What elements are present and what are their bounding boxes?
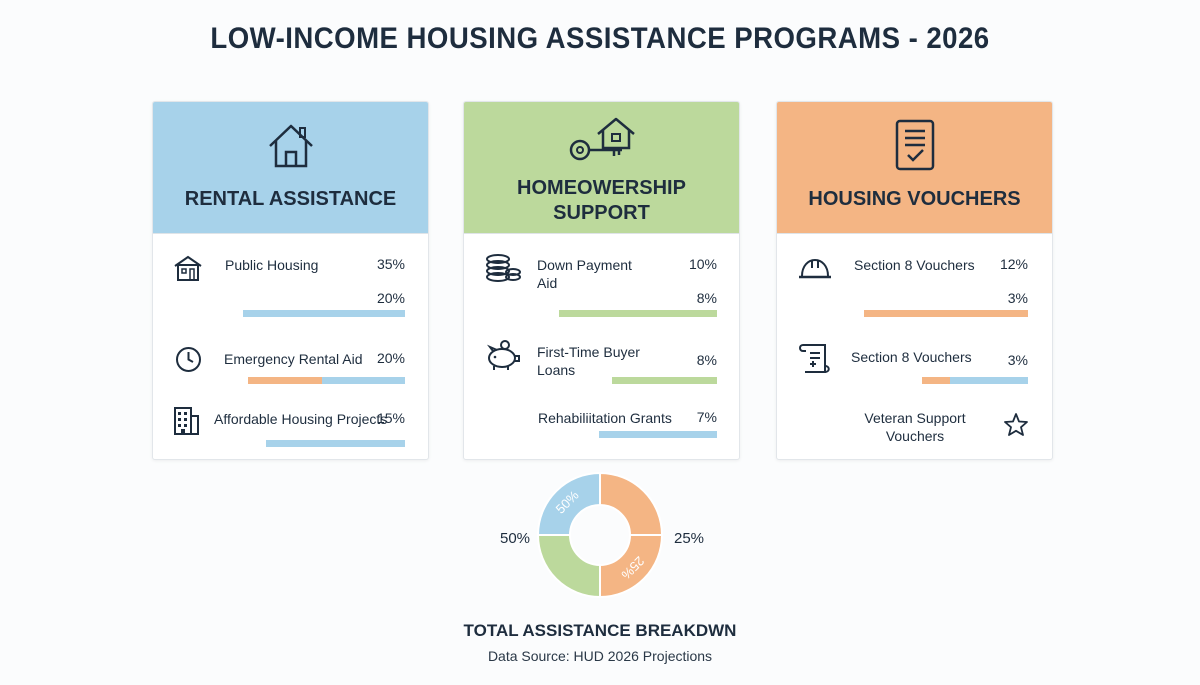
row-label-down-payment-line2: Aid xyxy=(537,275,558,291)
coins-icon xyxy=(486,254,521,282)
row-label-affordable-housing-projects: Affordable Housing Projects xyxy=(214,411,388,427)
row-label-emergency-rental-aid: Emergency Rental Aid xyxy=(224,351,363,367)
building-icon xyxy=(174,255,202,281)
bar-emergency-rental-aid-b xyxy=(322,377,405,384)
row-value-section8-vouchers-1: 12% xyxy=(999,256,1028,272)
row-label-veteran-support-line1: Veteran Support xyxy=(864,410,966,426)
bar-section8-vouchers-2-b xyxy=(950,377,1028,384)
row-value2-section8-vouchers-1: 3% xyxy=(1007,290,1028,306)
apartment-icon xyxy=(174,407,199,435)
row-label-rehabilitation-grants: Rehabiliitation Grants xyxy=(538,410,672,426)
piggy-bank-icon xyxy=(486,340,520,370)
row-label-public-housing: Public Housing xyxy=(225,257,319,273)
helmet-icon xyxy=(799,258,831,279)
row-label-section8-vouchers-2: Section 8 Vouchers xyxy=(851,349,972,365)
rental-assistance-title: RENTAL ASSISTANCE xyxy=(184,188,397,210)
bar-section8-vouchers-2-a xyxy=(922,377,950,384)
scroll-icon xyxy=(799,344,830,373)
bar-down-payment xyxy=(559,310,717,317)
key-house-icon xyxy=(569,117,635,161)
row-value-section8-vouchers-2: 3% xyxy=(1007,352,1028,368)
chart-source: Data Source: HUD 2026 Projections xyxy=(487,648,713,664)
donut-slice-3 xyxy=(536,534,601,599)
row-value-public-housing: 35% xyxy=(376,256,405,272)
clock-icon xyxy=(176,347,201,372)
star-icon xyxy=(1004,413,1028,436)
row-label-section8-vouchers-1: Section 8 Vouchers xyxy=(854,257,975,273)
row-value-first-time-buyer: 8% xyxy=(696,352,717,368)
document-check-icon xyxy=(895,119,934,171)
bar-first-time-buyer xyxy=(612,377,717,384)
page-title: LOW-INCOME HOUSING ASSISTANCE PROGRAMS -… xyxy=(210,22,990,55)
bar-rehabilitation-grants xyxy=(599,431,717,438)
row-label-first-time-buyer-line1: First-Time Buyer xyxy=(537,344,640,360)
row-label-down-payment-line1: Down Payment xyxy=(537,257,632,273)
row-value-down-payment: 10% xyxy=(688,256,717,272)
bar-section8-vouchers-1 xyxy=(864,310,1028,317)
assistance-donut-chart: 50% 25% xyxy=(530,465,670,605)
row-value-rehabilitation-grants: 7% xyxy=(696,409,717,425)
homeownership-support-header: HOMEOWERSHIP SUPPORT xyxy=(464,102,739,234)
rental-assistance-card: RENTAL ASSISTANCE Public Housing 35% 20%… xyxy=(152,101,429,460)
homeownership-support-title-line2: SUPPORT xyxy=(553,202,650,224)
housing-vouchers-card: HOUSING VOUCHERS Section 8 Vouchers 12% … xyxy=(776,101,1053,460)
house-icon xyxy=(268,124,313,168)
donut-outer-label-right: 25% xyxy=(674,530,705,547)
row-value-affordable-housing-projects: 15% xyxy=(376,410,405,426)
homeownership-support-title-line1: HOMEOWERSHIP xyxy=(517,177,686,199)
housing-vouchers-title: HOUSING VOUCHERS xyxy=(808,188,1021,210)
row-label-first-time-buyer-line2: Loans xyxy=(537,362,576,378)
row-value-emergency-rental-aid: 20% xyxy=(376,350,405,366)
donut-outer-label-left: 50% xyxy=(500,530,531,547)
row-label-veteran-support-line2: Vouchers xyxy=(885,428,945,444)
bar-public-housing xyxy=(243,310,405,317)
housing-vouchers-header: HOUSING VOUCHERS xyxy=(777,102,1052,234)
bar-affordable-housing-projects xyxy=(266,440,405,447)
chart-title: TOTAL ASSISTANCE BREAKDWN xyxy=(463,621,737,640)
homeownership-support-card: HOMEOWERSHIP SUPPORT Down Payment Aid 10… xyxy=(463,101,740,460)
row-value2-down-payment: 8% xyxy=(696,290,717,306)
donut-slice-1 xyxy=(599,471,664,536)
donut-svg: 50%25% xyxy=(536,471,664,599)
bar-emergency-rental-aid-a xyxy=(248,377,322,384)
row-value2-public-housing: 20% xyxy=(376,290,405,306)
rental-assistance-header: RENTAL ASSISTANCE xyxy=(153,102,428,234)
